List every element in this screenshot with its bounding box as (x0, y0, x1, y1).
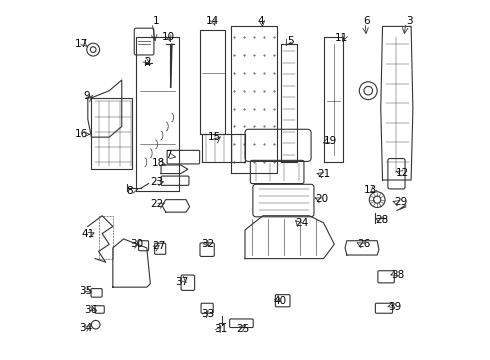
Text: 24: 24 (295, 218, 309, 228)
Text: 30: 30 (130, 239, 144, 249)
Text: 40: 40 (273, 296, 287, 306)
Text: 3: 3 (406, 16, 413, 26)
Text: 28: 28 (375, 215, 388, 225)
Text: 37: 37 (175, 277, 188, 287)
Text: 14: 14 (205, 16, 219, 26)
Text: 12: 12 (395, 168, 409, 178)
Text: 9: 9 (84, 91, 91, 101)
Text: 21: 21 (317, 168, 330, 179)
Text: 7: 7 (165, 150, 172, 160)
Text: 18: 18 (152, 158, 165, 168)
Text: 10: 10 (162, 32, 175, 42)
Text: 13: 13 (364, 185, 377, 195)
Text: 38: 38 (392, 270, 405, 280)
Text: 39: 39 (389, 302, 402, 312)
Text: 29: 29 (394, 197, 407, 207)
Text: 4: 4 (257, 16, 264, 26)
Text: 33: 33 (201, 309, 214, 319)
Text: 15: 15 (208, 132, 221, 142)
Text: 8: 8 (126, 186, 133, 197)
Text: 1: 1 (152, 16, 159, 26)
Text: 27: 27 (152, 241, 165, 251)
Text: 22: 22 (150, 199, 164, 209)
Text: 32: 32 (201, 239, 215, 249)
Text: 41: 41 (81, 229, 95, 239)
Text: 20: 20 (315, 194, 328, 203)
Text: 11: 11 (335, 33, 348, 43)
Text: 19: 19 (323, 136, 337, 146)
Text: 26: 26 (357, 239, 370, 249)
Text: 2: 2 (145, 57, 151, 67)
Text: 5: 5 (288, 36, 294, 46)
Text: 23: 23 (150, 177, 163, 187)
Text: 35: 35 (79, 287, 92, 296)
Text: 17: 17 (75, 39, 88, 49)
Text: 6: 6 (363, 16, 370, 26)
Text: 16: 16 (75, 129, 88, 139)
Text: 36: 36 (84, 305, 98, 315)
Text: 34: 34 (79, 323, 92, 333)
Text: 25: 25 (237, 324, 250, 334)
Text: 31: 31 (214, 324, 227, 334)
